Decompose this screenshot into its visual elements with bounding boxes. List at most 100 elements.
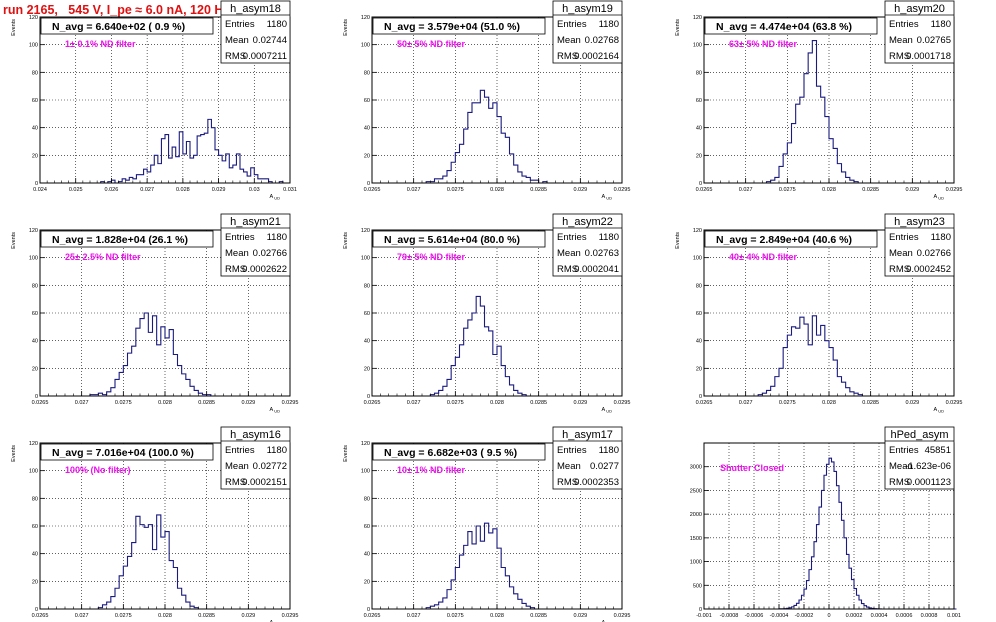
- x-tick-label: 0.027: [75, 400, 89, 406]
- x-tick-label: 0.001: [947, 613, 961, 619]
- navg-label: N_avg = 7.016e+04 (100.0 %): [52, 447, 194, 459]
- stats-key: Entries: [225, 445, 255, 456]
- stats-value: 0.0002353: [574, 477, 619, 488]
- y-tick-label: 100: [29, 469, 38, 475]
- x-tick-label: 0: [827, 613, 830, 619]
- stats-key: Mean: [557, 248, 581, 259]
- x-tick-label: 0.0265: [364, 400, 381, 406]
- y-tick-label: 80: [364, 283, 370, 289]
- stats-title: h_asym20: [894, 3, 945, 15]
- x-tick-label: -0.0006: [745, 613, 764, 619]
- stats-value: 0.0002622: [242, 264, 287, 275]
- x-tick-label: 0.0275: [447, 613, 464, 619]
- stats-value: 0.0002452: [906, 264, 951, 275]
- navg-label: N_avg = 6.640e+02 ( 0.9 %): [52, 21, 185, 33]
- stats-box: [884, 0, 955, 64]
- x-tick-label: 0.0285: [198, 613, 215, 619]
- x-tick-label: 0.027: [75, 613, 89, 619]
- stats-key: Entries: [557, 19, 587, 30]
- stats-value: 0.0002041: [574, 264, 619, 275]
- x-tick-label: 0.028: [176, 187, 190, 193]
- y-tick-label: 2500: [690, 488, 702, 494]
- navg-label: N_avg = 5.614e+04 (80.0 %): [384, 234, 520, 246]
- y-tick-label: 40: [696, 126, 702, 132]
- stats-box: [552, 0, 623, 64]
- x-tick-label: -0.001: [696, 613, 712, 619]
- y-tick-label: 80: [696, 70, 702, 76]
- stats-value: 0.0002164: [574, 51, 619, 62]
- stats-title: h_asym19: [562, 3, 613, 15]
- panel-h_asym17: 0.0265 0.027 0.0275 0.028 0.0285 0.029 0.0295 0…: [343, 426, 631, 622]
- x-tick-label: 0.0265: [364, 187, 381, 193]
- stats-key: Entries: [889, 445, 919, 456]
- y-tick-label: 80: [696, 283, 702, 289]
- stats-value: 1180: [599, 232, 619, 243]
- y-tick-label: 100: [29, 256, 38, 262]
- x-tick-label: 0.0008: [921, 613, 938, 619]
- y-tick-label: 120: [693, 228, 702, 234]
- stats-key: RMS: [557, 477, 578, 488]
- x-tick-label: 0.025: [69, 187, 83, 193]
- stats-key: RMS: [889, 264, 910, 275]
- y-tick-label: 0: [699, 181, 702, 187]
- x-tick-label: 0.0002: [846, 613, 863, 619]
- x-tick-label: 0.027: [739, 187, 753, 193]
- x-tick-label: 0.0275: [779, 187, 796, 193]
- stats-value: 1180: [267, 232, 287, 243]
- y-tick-label: 80: [32, 496, 38, 502]
- stats-value: -1.623e-06: [905, 461, 951, 472]
- x-tick-label: 0.0295: [614, 613, 631, 619]
- stats-title: h_asym21: [230, 216, 281, 228]
- x-tick-label: 0.028: [822, 400, 836, 406]
- navg-label: N_avg = 6.682e+03 ( 9.5 %): [384, 447, 517, 459]
- y-tick-label: 0: [699, 607, 702, 613]
- x-tick-label: 0.0006: [896, 613, 913, 619]
- stats-key: Mean: [889, 35, 913, 46]
- x-tick-label: 0.029: [573, 187, 587, 193]
- y-tick-label: 100: [361, 469, 370, 475]
- navg-box: [372, 230, 546, 248]
- x-tick-label: 0.0265: [364, 613, 381, 619]
- x-tick-label: 0.0275: [779, 400, 796, 406]
- histogram-line: [372, 89, 622, 184]
- filter-label: Shutter Closed: [720, 463, 784, 473]
- navg-box: [40, 230, 214, 248]
- y-tick-label: 20: [364, 153, 370, 159]
- y-axis-label: Events: [675, 19, 681, 36]
- y-tick-label: 60: [364, 98, 370, 104]
- y-tick-label: 80: [32, 70, 38, 76]
- x-tick-label: -0.0002: [795, 613, 814, 619]
- y-tick-label: 0: [699, 394, 702, 400]
- y-tick-label: 2000: [690, 512, 702, 518]
- stats-box: [220, 426, 291, 490]
- x-tick-label: 0.026: [105, 187, 119, 193]
- y-tick-label: 40: [364, 339, 370, 345]
- filter-label: 10± 1% ND filter: [397, 465, 465, 475]
- filter-label: 100% (No filter): [65, 465, 131, 475]
- y-tick-label: 100: [693, 43, 702, 49]
- panel-h_asym18: 0.024 0.025 0.026 0.027 0.028 0.029 0.03 0.031 0…: [11, 0, 297, 201]
- y-tick-label: 3000: [690, 465, 702, 471]
- x-tick-label: 0.0265: [32, 613, 49, 619]
- y-tick-label: 60: [696, 311, 702, 317]
- stats-box: [220, 213, 291, 277]
- y-tick-label: 80: [364, 70, 370, 76]
- stats-key: Entries: [557, 445, 587, 456]
- x-axis-label: A UD: [933, 407, 944, 414]
- y-tick-label: 60: [364, 524, 370, 530]
- filter-label: 50± 5% ND filter: [397, 39, 465, 49]
- y-tick-label: 60: [32, 524, 38, 530]
- stats-value: 0.02768: [585, 35, 619, 46]
- x-tick-label: 0.0295: [282, 400, 299, 406]
- stats-value: 1180: [267, 445, 287, 456]
- stats-value: 1180: [599, 19, 619, 30]
- y-tick-label: 20: [696, 153, 702, 159]
- stats-key: RMS: [889, 51, 910, 62]
- stats-value: 0.0001718: [906, 51, 951, 62]
- x-tick-label: 0.027: [407, 400, 421, 406]
- y-axis-label: Events: [11, 445, 17, 462]
- stats-value: 0.02763: [585, 248, 619, 259]
- stats-title: h_asym23: [894, 216, 945, 228]
- y-tick-label: 80: [364, 496, 370, 502]
